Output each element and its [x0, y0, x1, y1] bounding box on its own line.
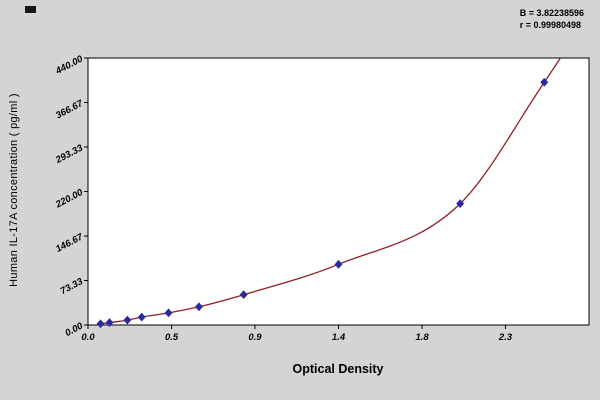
y-tick-label: 146.67	[54, 231, 85, 255]
y-tick-label: 220.00	[53, 187, 85, 211]
fit-parameter-b: B = 3.82238596	[519, 8, 584, 18]
y-tick-label: 440.00	[53, 53, 85, 77]
data-point	[540, 77, 549, 87]
data-point	[105, 318, 114, 327]
data-point	[137, 312, 146, 322]
x-tick-label: 0.5	[165, 332, 179, 343]
y-tick-label: 293.33	[53, 142, 85, 166]
data-point	[456, 199, 465, 209]
x-tick-label: 0.0	[81, 332, 95, 343]
data-point	[164, 308, 173, 318]
x-tick-label: 0.9	[248, 332, 262, 343]
x-tick-label: 1.4	[332, 332, 346, 343]
data-point	[334, 259, 343, 269]
data-point	[239, 290, 248, 300]
plot-area	[87, 57, 590, 326]
fit-parameter-r: r = 0.99980498	[519, 20, 581, 30]
corner-artifact	[25, 6, 36, 13]
y-tick-label: 366.67	[54, 98, 85, 122]
data-point	[194, 302, 203, 312]
fit-parameters: B = 3.82238596 r = 0.99980498	[520, 7, 584, 31]
x-tick-label: 1.8	[415, 332, 429, 343]
x-axis-title: Optical Density	[292, 362, 384, 376]
y-axis-title: Human IL-17A concentration ( pg/ml )	[8, 93, 20, 287]
data-point	[96, 319, 105, 329]
data-point	[123, 315, 132, 325]
y-tick-label: 73.33	[59, 276, 86, 297]
x-tick-label: 2.3	[498, 332, 513, 343]
